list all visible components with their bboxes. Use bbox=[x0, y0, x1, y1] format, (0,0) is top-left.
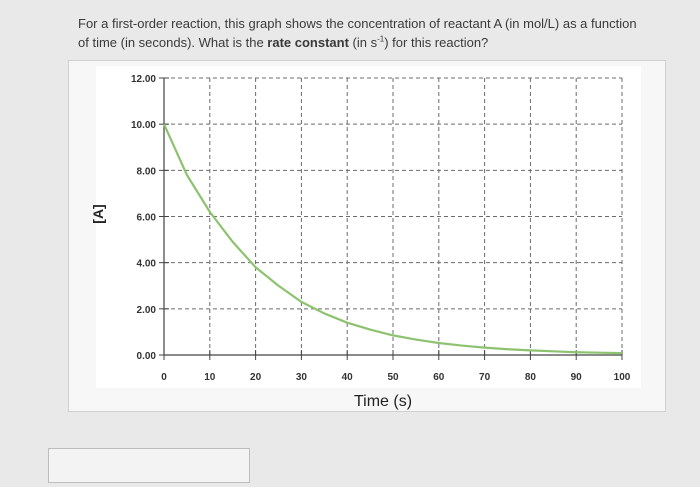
question-part1: For a first-order reaction, this graph s… bbox=[78, 16, 637, 50]
y-tick-label: 2.00 bbox=[137, 305, 157, 316]
x-tick-label: 0 bbox=[161, 372, 167, 383]
question-sup: -1 bbox=[377, 34, 385, 44]
y-tick-label: 4.00 bbox=[137, 259, 157, 270]
question-part3: ) for this reaction? bbox=[384, 35, 489, 50]
series-line bbox=[162, 123, 623, 355]
y-tick-label: 8.00 bbox=[137, 166, 157, 177]
x-tick-label: 60 bbox=[433, 372, 445, 383]
question-text: For a first-order reaction, this graph s… bbox=[78, 14, 638, 52]
question-part2: (in s bbox=[348, 35, 378, 50]
plot-area bbox=[96, 66, 641, 388]
x-tick-label: 20 bbox=[250, 372, 262, 383]
y-tick-label: 12.00 bbox=[131, 74, 156, 85]
x-tick-label: 10 bbox=[204, 372, 216, 383]
x-tick-label: 50 bbox=[387, 372, 399, 383]
x-tick-label: 90 bbox=[571, 372, 583, 383]
x-axis-title: Time (s) bbox=[354, 393, 412, 410]
y-axis-title: [A] bbox=[90, 204, 106, 223]
x-tick-label: 40 bbox=[342, 372, 354, 383]
answer-input[interactable] bbox=[48, 448, 250, 483]
x-tick-label: 70 bbox=[479, 372, 491, 383]
x-tick-label: 80 bbox=[525, 372, 537, 383]
question-bold: rate constant bbox=[267, 35, 349, 50]
y-tick-label: 6.00 bbox=[137, 213, 157, 224]
y-tick-label: 0.00 bbox=[137, 351, 157, 362]
x-tick-label: 30 bbox=[296, 372, 308, 383]
x-tick-label: 100 bbox=[614, 372, 631, 383]
y-tick-label: 10.00 bbox=[131, 120, 156, 131]
